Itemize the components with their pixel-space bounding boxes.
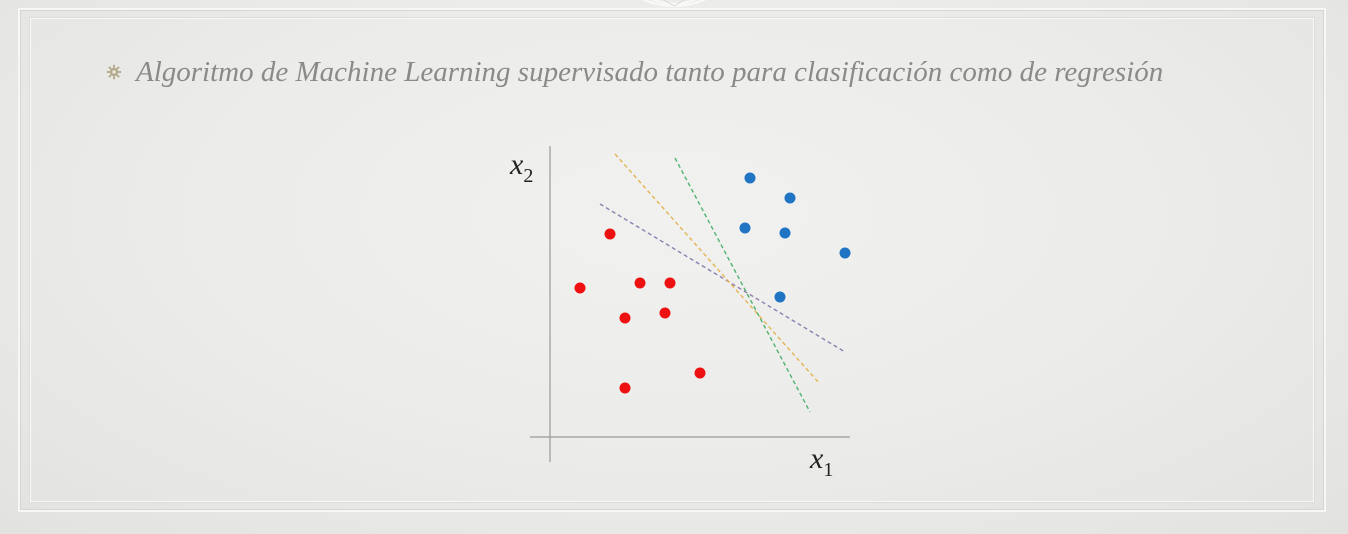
- separator-line-green: [674, 157, 811, 413]
- red-point: [619, 312, 631, 324]
- y-axis-label: x2: [509, 148, 533, 187]
- red-point: [634, 277, 646, 289]
- x-axis-label: x1: [809, 442, 833, 481]
- red-point: [619, 382, 631, 394]
- blue-point: [739, 222, 751, 234]
- red-point: [574, 282, 586, 294]
- bullet-text: Algoritmo de Machine Learning supervisad…: [136, 55, 1164, 88]
- gear-bullet-icon: [106, 64, 122, 80]
- bullet-item: Algoritmo de Machine Learning supervisad…: [106, 50, 1163, 94]
- blue-point: [779, 227, 791, 239]
- red-point: [694, 367, 706, 379]
- red-point: [604, 228, 616, 240]
- separator-line-orange: [614, 153, 821, 385]
- red-point: [659, 307, 671, 319]
- red-point: [664, 277, 676, 289]
- blue-point: [839, 247, 851, 259]
- separator-line-purple: [599, 203, 846, 353]
- frame-ornament-icon: [641, 0, 707, 7]
- slide-frame-inner: [30, 18, 1314, 502]
- blue-point: [744, 172, 756, 184]
- blue-point: [774, 291, 786, 303]
- blue-point: [784, 192, 796, 204]
- slide-frame-outer: [18, 8, 1326, 512]
- classification-diagram: x2 x1: [509, 146, 851, 481]
